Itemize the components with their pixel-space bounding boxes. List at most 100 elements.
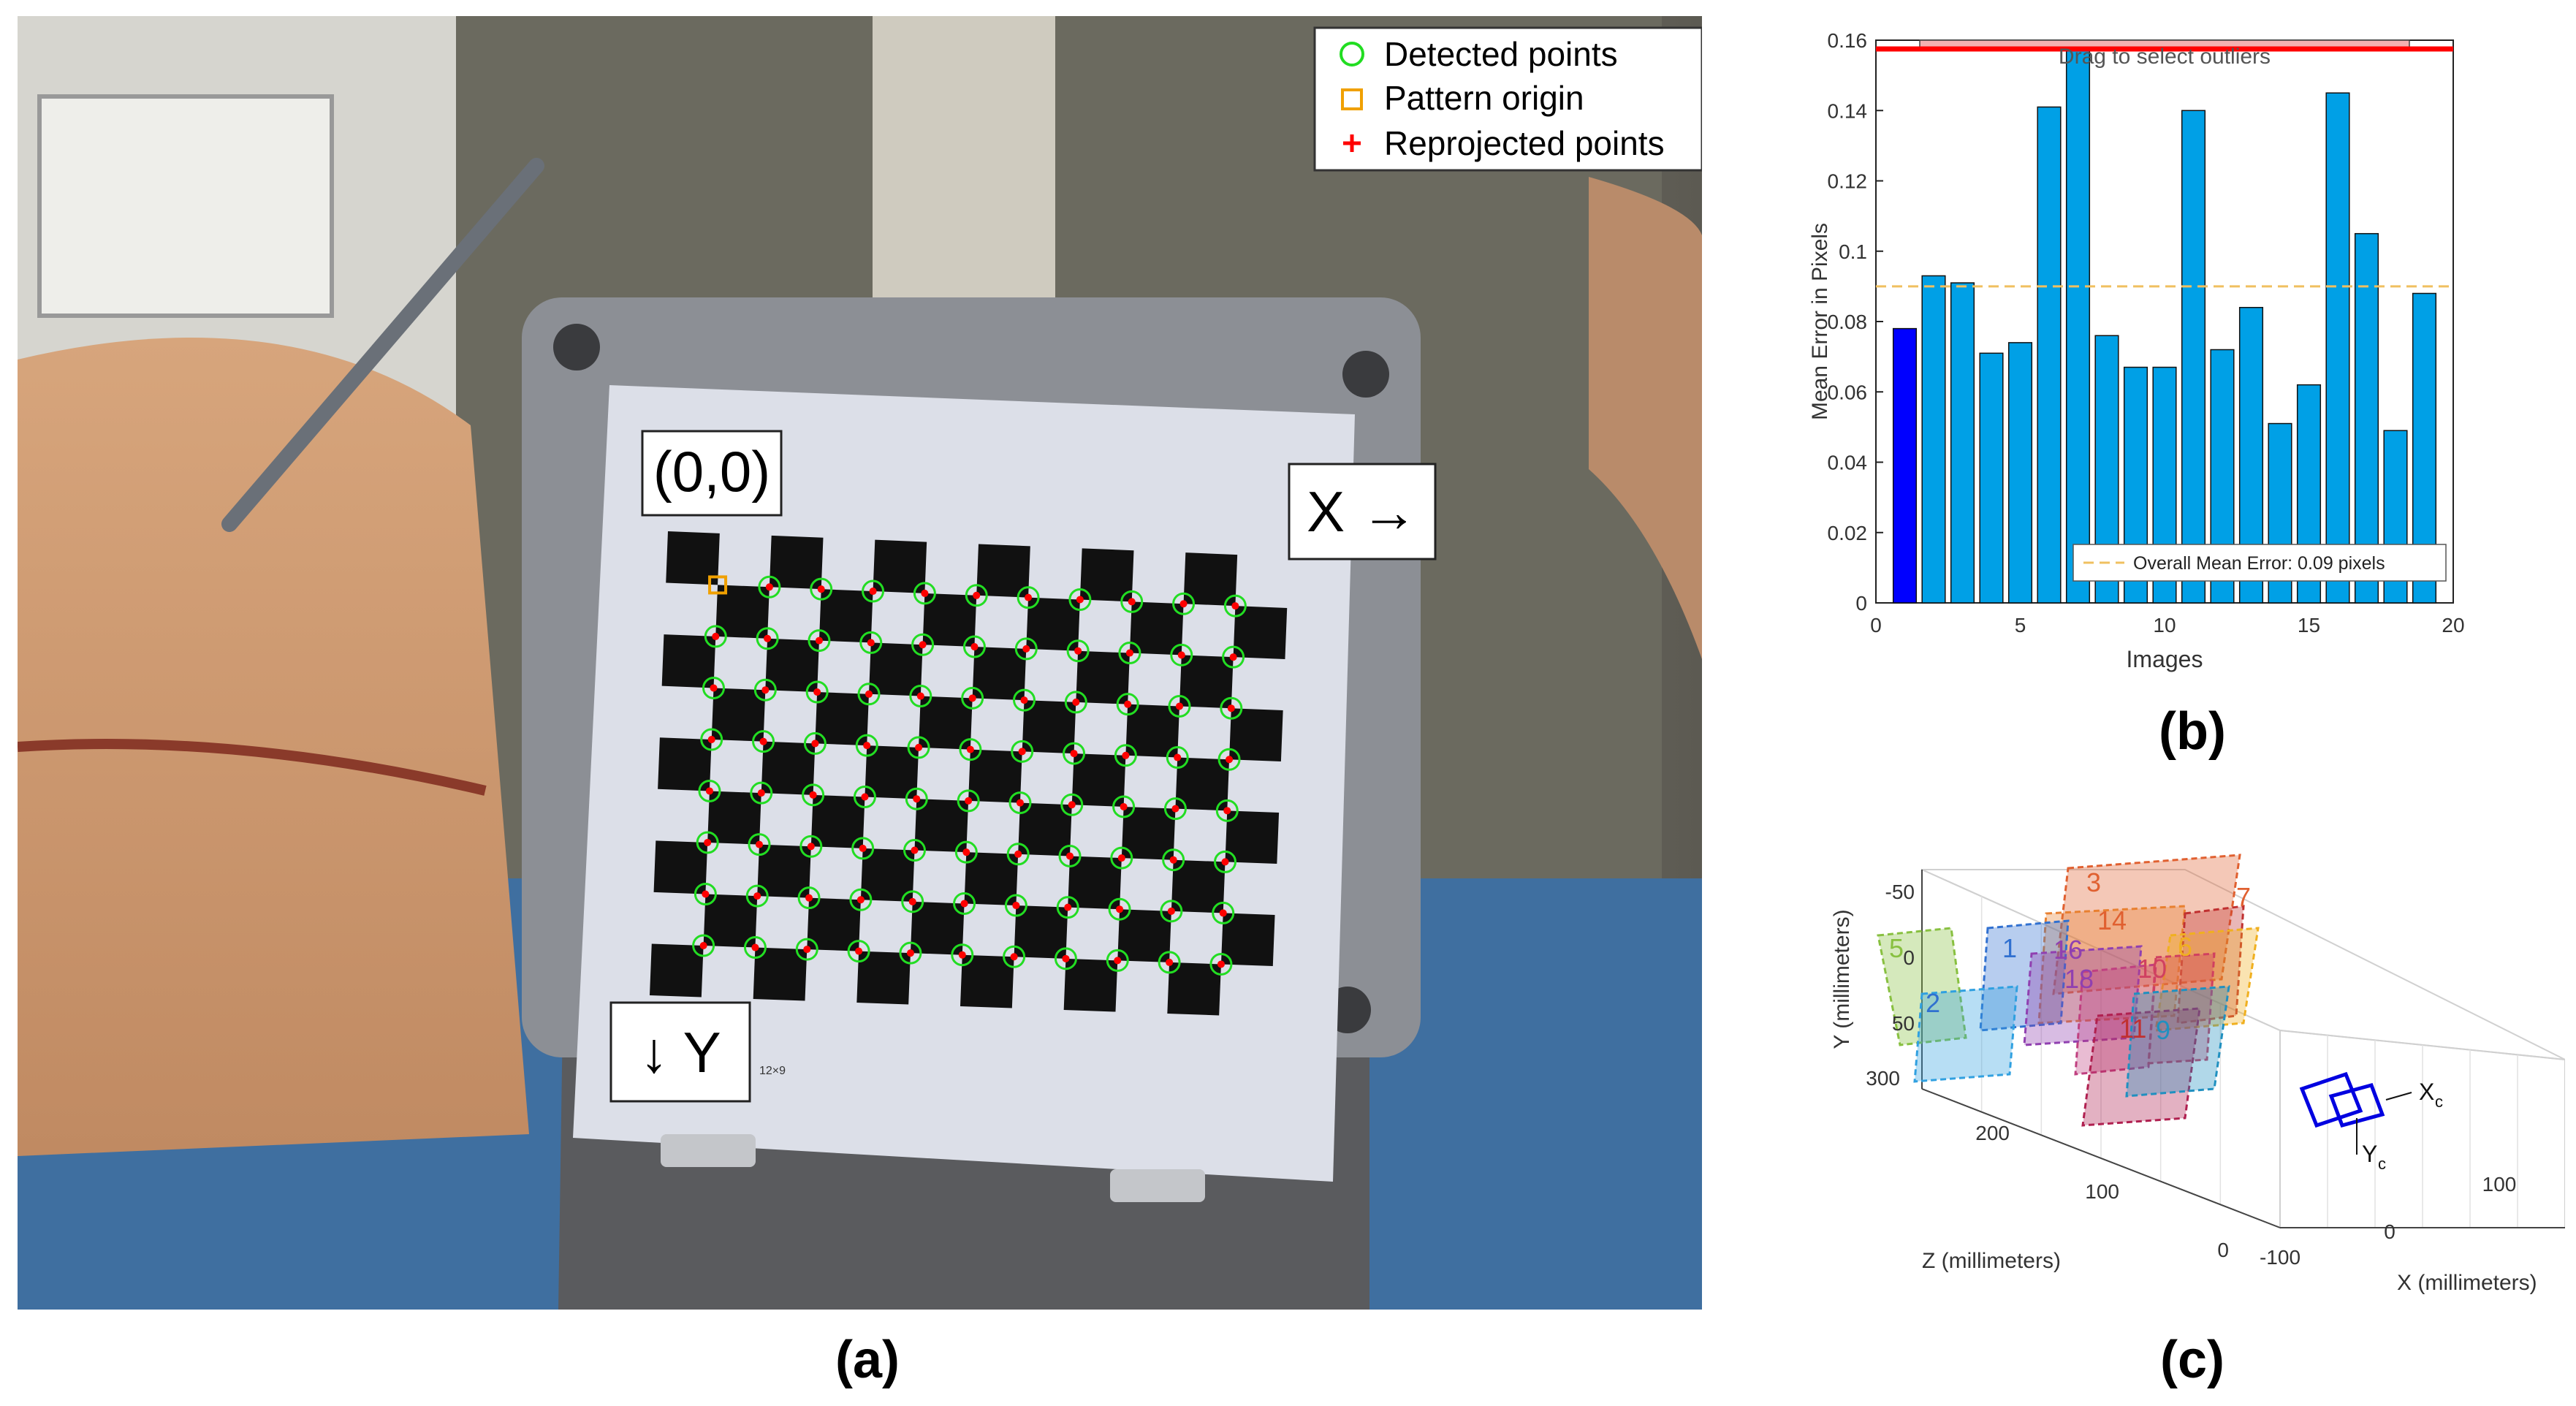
checker-square bbox=[1179, 655, 1234, 709]
reprojected-point bbox=[1174, 753, 1182, 761]
detected-point bbox=[1170, 643, 1193, 666]
reprojected-point bbox=[1070, 750, 1078, 758]
reprojected-point bbox=[1227, 704, 1235, 712]
z-tick-label: 300 bbox=[1866, 1067, 1900, 1090]
x-tick-label: 10 bbox=[2153, 614, 2176, 636]
error-bar[interactable] bbox=[2007, 342, 2033, 604]
error-bar[interactable] bbox=[2181, 110, 2206, 604]
checker-square bbox=[757, 844, 811, 898]
checker-square bbox=[1183, 552, 1238, 607]
z-tick-label: 0 bbox=[2217, 1239, 2229, 1261]
reprojected-point bbox=[906, 949, 914, 957]
detected-point bbox=[859, 631, 883, 654]
error-bar[interactable] bbox=[1979, 352, 2004, 604]
mannequin-torso bbox=[18, 338, 529, 1156]
checker-square bbox=[1022, 700, 1076, 754]
reprojected-point bbox=[805, 894, 813, 902]
error-bar[interactable] bbox=[2325, 92, 2350, 604]
checker-square bbox=[1167, 962, 1221, 1016]
reprojected-point bbox=[859, 844, 867, 852]
pattern-label: 11 bbox=[2119, 1014, 2146, 1044]
reprojection-error-panel: 0 0.02 0.04 0.06 0.08 0.1 0.12 0.14 0.16 0 5 10 15 20… bbox=[1805, 15, 2558, 694]
detected-point bbox=[849, 888, 873, 911]
checker-square bbox=[1129, 601, 1184, 656]
y-tick-label: 0 bbox=[1903, 946, 1915, 969]
reprojected-point bbox=[756, 840, 763, 848]
detected-point bbox=[1056, 896, 1079, 919]
y-tick-label: 0.14 bbox=[1828, 99, 1868, 122]
camera-x-axis bbox=[2385, 1092, 2412, 1101]
reprojected-point bbox=[753, 892, 761, 900]
reprojected-point bbox=[1068, 801, 1076, 809]
detected-point bbox=[851, 837, 875, 860]
checker-square bbox=[865, 745, 919, 799]
detected-point bbox=[756, 627, 779, 650]
detected-point bbox=[702, 676, 725, 699]
detected-point bbox=[954, 840, 978, 864]
error-bar[interactable] bbox=[2037, 106, 2062, 604]
reprojected-point bbox=[817, 585, 825, 593]
detected-point bbox=[862, 580, 885, 603]
origin-label: (0,0) bbox=[653, 439, 770, 503]
y-tick-label: -50 bbox=[1885, 881, 1915, 903]
detected-point bbox=[1108, 897, 1131, 921]
detected-point bbox=[1058, 844, 1082, 867]
reprojected-point bbox=[1177, 651, 1185, 659]
reprojected-point bbox=[761, 686, 770, 694]
reprojected-point bbox=[707, 735, 715, 743]
reprojected-point bbox=[1229, 653, 1237, 661]
checker-square bbox=[964, 852, 1019, 906]
caption-b: (b) bbox=[2159, 702, 2226, 761]
x-tick-label: 0 bbox=[1870, 614, 1882, 636]
detected-point bbox=[799, 835, 823, 858]
detected-point bbox=[1114, 744, 1137, 767]
reprojected-point bbox=[803, 946, 811, 954]
detected-point bbox=[802, 783, 825, 807]
reprojected-point bbox=[968, 694, 976, 702]
reprojected-point bbox=[1076, 596, 1084, 604]
error-bar[interactable] bbox=[2065, 50, 2091, 604]
reprojected-point bbox=[1167, 907, 1175, 915]
reprojected-point bbox=[1166, 958, 1174, 966]
y-tick-label: 0.16 bbox=[1828, 29, 1868, 52]
pattern-plane bbox=[2074, 963, 2157, 1076]
3d-axis-labels: -50 0 50 0 100 200 300 -100 0 100 Z (millimeters) X… bbox=[1830, 867, 2537, 1295]
drag-label: Drag to select outliers bbox=[2059, 45, 2271, 69]
error-bar[interactable] bbox=[2354, 232, 2379, 604]
error-bar[interactable] bbox=[1892, 327, 1918, 604]
reprojected-point bbox=[863, 742, 871, 750]
detected-point bbox=[1158, 951, 1181, 974]
pattern-plane bbox=[2176, 905, 2245, 1025]
checker-square bbox=[873, 539, 927, 593]
detected-point bbox=[961, 686, 984, 710]
detected-point bbox=[1054, 947, 1077, 970]
detected-point bbox=[1066, 639, 1090, 663]
detected-point bbox=[748, 833, 771, 856]
x-axis-label-box bbox=[1288, 463, 1437, 560]
reprojected-point bbox=[1020, 696, 1028, 704]
reprojected-point bbox=[1223, 807, 1231, 815]
detected-point bbox=[1106, 949, 1129, 972]
frame-hole bbox=[1342, 351, 1389, 398]
checker-square bbox=[1220, 913, 1275, 966]
x-tick-label: 100 bbox=[2482, 1173, 2517, 1196]
checker-square bbox=[910, 901, 965, 955]
detected-point bbox=[1064, 691, 1087, 714]
reprojected-point bbox=[867, 639, 875, 647]
reprojected-point bbox=[712, 632, 720, 640]
error-bar[interactable] bbox=[1950, 282, 1975, 604]
reprojected-point bbox=[1016, 799, 1024, 807]
y-tick-label: 50 bbox=[1892, 1012, 1915, 1035]
checker-square bbox=[972, 647, 1027, 701]
error-bar[interactable] bbox=[1921, 275, 1946, 604]
reprojected-point bbox=[960, 900, 968, 908]
checker-square bbox=[650, 943, 704, 997]
reprojected-point bbox=[1074, 647, 1082, 655]
reprojected-point bbox=[913, 795, 921, 803]
y-axis-label: Y (millimeters) bbox=[1830, 909, 1854, 1049]
y-tick-label: 0 bbox=[1855, 592, 1867, 615]
pattern-label: 3 bbox=[2086, 867, 2101, 897]
reprojected-point bbox=[1171, 805, 1179, 813]
pattern-label: 9 bbox=[2156, 1015, 2170, 1045]
detected-point bbox=[704, 625, 727, 648]
